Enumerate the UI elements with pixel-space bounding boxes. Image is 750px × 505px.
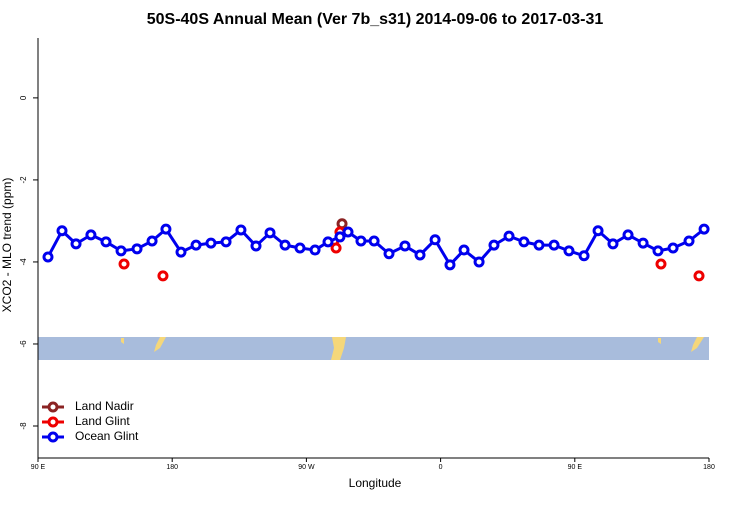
x-tick-label: 0 bbox=[439, 464, 443, 471]
data-point bbox=[279, 239, 291, 251]
legend-marker bbox=[47, 416, 59, 428]
land-shape bbox=[691, 337, 704, 352]
land-shape bbox=[658, 338, 661, 344]
data-point bbox=[655, 258, 667, 270]
data-point bbox=[548, 239, 560, 251]
data-point bbox=[70, 238, 82, 250]
y-axis-label: XCO2 - MLO trend (ppm) bbox=[0, 178, 14, 313]
data-point bbox=[488, 239, 500, 251]
data-point bbox=[368, 235, 380, 247]
y-tick-label: 0 bbox=[19, 95, 28, 100]
legend-label: Land Nadir bbox=[75, 399, 134, 413]
legend-marker bbox=[47, 401, 59, 413]
data-point bbox=[683, 235, 695, 247]
data-point bbox=[414, 249, 426, 261]
data-point bbox=[146, 235, 158, 247]
x-tick-label: 90 E bbox=[31, 464, 46, 471]
data-point bbox=[220, 236, 232, 248]
data-point bbox=[190, 239, 202, 251]
data-point bbox=[383, 248, 395, 260]
map-strip bbox=[38, 337, 709, 360]
data-point bbox=[458, 244, 470, 256]
data-point bbox=[518, 236, 530, 248]
data-point bbox=[693, 270, 705, 282]
land-shape bbox=[331, 337, 346, 360]
data-point bbox=[160, 223, 172, 235]
data-point bbox=[637, 237, 649, 249]
legend-label: Ocean Glint bbox=[75, 429, 139, 443]
data-point bbox=[444, 259, 456, 271]
data-point bbox=[235, 224, 247, 236]
data-point bbox=[399, 240, 411, 252]
data-point bbox=[334, 231, 346, 243]
x-axis-label: Longitude bbox=[349, 476, 402, 490]
data-point bbox=[698, 223, 710, 235]
data-point bbox=[85, 229, 97, 241]
data-point bbox=[131, 243, 143, 255]
data-point bbox=[607, 238, 619, 250]
chart-title: 50S-40S Annual Mean (Ver 7b_s31) 2014-09… bbox=[147, 11, 604, 28]
data-point bbox=[100, 236, 112, 248]
data-point bbox=[118, 258, 130, 270]
land-shape bbox=[154, 337, 166, 352]
data-point bbox=[667, 242, 679, 254]
y-tick-label: -4 bbox=[19, 258, 28, 266]
data-point bbox=[56, 225, 68, 237]
data-point bbox=[309, 244, 321, 256]
legend-label: Land Glint bbox=[75, 414, 130, 428]
data-point bbox=[330, 242, 342, 254]
data-point bbox=[592, 225, 604, 237]
data-point bbox=[115, 245, 127, 257]
data-point bbox=[473, 256, 485, 268]
ocean-band bbox=[38, 337, 709, 360]
data-point bbox=[342, 226, 354, 238]
land-shape bbox=[121, 338, 124, 344]
legend-marker bbox=[47, 431, 59, 443]
data-point bbox=[355, 235, 367, 247]
data-point bbox=[264, 227, 276, 239]
data-point bbox=[652, 245, 664, 257]
data-point bbox=[622, 229, 634, 241]
data-point bbox=[42, 251, 54, 263]
data-point bbox=[205, 237, 217, 249]
data-point bbox=[250, 240, 262, 252]
y-tick-label: -6 bbox=[19, 340, 28, 348]
x-tick-label: 90 E bbox=[568, 464, 583, 471]
x-tick-label: 180 bbox=[166, 464, 178, 471]
data-point bbox=[563, 245, 575, 257]
data-point bbox=[429, 234, 441, 246]
data-point bbox=[175, 246, 187, 258]
data-point bbox=[533, 239, 545, 251]
y-tick-label: -2 bbox=[19, 176, 28, 184]
x-tick-label: 90 W bbox=[298, 464, 315, 471]
y-tick-label: -8 bbox=[19, 422, 28, 430]
data-point bbox=[157, 270, 169, 282]
data-point bbox=[503, 230, 515, 242]
x-tick-label: 180 bbox=[703, 464, 715, 471]
data-point bbox=[294, 242, 306, 254]
data-point bbox=[322, 236, 334, 248]
data-point bbox=[578, 250, 590, 262]
